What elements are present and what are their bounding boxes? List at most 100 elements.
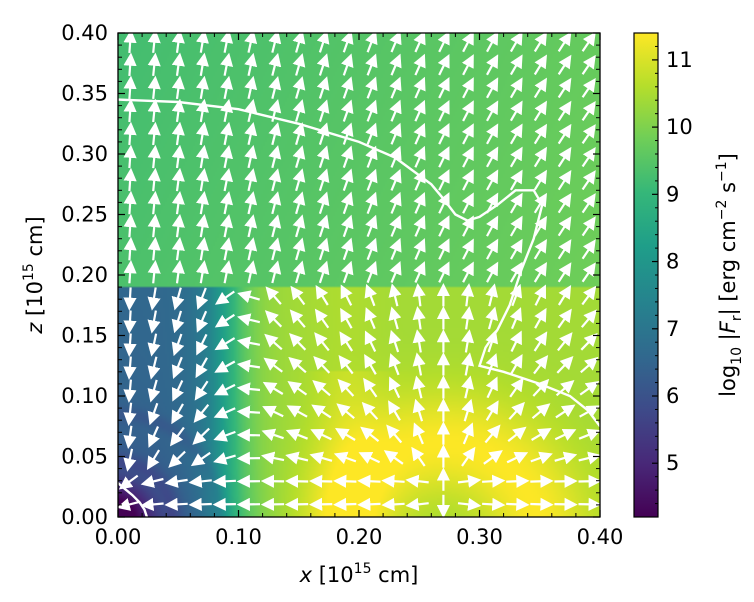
flux-arrow (195, 144, 209, 169)
colorbar-tick-label: 9 (666, 182, 679, 206)
flux-arrow (388, 353, 402, 376)
x-tick-label: 0.20 (336, 525, 383, 549)
flux-arrow (123, 98, 137, 123)
flux-arrow (508, 401, 525, 420)
flux-arrow (533, 192, 547, 214)
flux-arrow (437, 123, 450, 145)
x-tick-label: 0.40 (577, 525, 624, 549)
flux-arrow (461, 77, 474, 99)
flux-arrow (509, 377, 524, 398)
flux-arrow (389, 261, 402, 284)
flux-arrow (285, 451, 309, 465)
flux-arrow (437, 238, 450, 260)
flux-arrow (147, 426, 160, 448)
flux-arrow (123, 425, 137, 449)
flux-arrow (581, 216, 596, 237)
flux-arrow (265, 286, 282, 305)
flux-arrow (483, 450, 503, 465)
flux-arrow (268, 214, 282, 238)
flux-arrow (311, 404, 332, 419)
flux-arrow (316, 191, 330, 215)
flux-arrow (164, 497, 188, 511)
flux-arrow (289, 333, 307, 351)
flux-arrow (533, 123, 547, 145)
flux-arrow (581, 33, 596, 52)
flux-arrow (290, 285, 306, 306)
flux-arrow (389, 122, 402, 145)
flux-arrow (340, 260, 354, 284)
flux-arrow (365, 237, 378, 261)
flux-arrow (557, 54, 572, 75)
flux-arrow (214, 313, 235, 328)
flux-arrow (581, 170, 596, 191)
flux-arrow (413, 122, 426, 145)
flux-arrow (485, 353, 498, 376)
flux-arrow (333, 474, 357, 488)
flux-arrow (213, 383, 236, 396)
flux-arrow (118, 474, 139, 490)
flux-arrow (333, 451, 357, 465)
flux-arrow (214, 337, 236, 351)
flux-arrow (509, 77, 523, 99)
flux-arrow (484, 424, 501, 444)
flux-arrow (193, 404, 210, 423)
y-tick-label: 0.25 (61, 203, 108, 227)
flux-arrow (531, 428, 552, 441)
flux-arrow (171, 356, 185, 379)
flux-arrow (147, 356, 161, 380)
flux-arrow (389, 168, 402, 191)
flux-arrow (533, 169, 547, 191)
flux-arrow (123, 260, 137, 284)
flux-arrow (506, 497, 530, 511)
flux-arrow (557, 285, 572, 306)
flux-arrow (314, 332, 330, 352)
flux-arrow (292, 99, 306, 122)
flux-arrow (214, 290, 235, 305)
flux-arrow (533, 77, 547, 99)
flux-arrow (340, 307, 353, 329)
flux-arrow (316, 99, 330, 122)
flux-arrow (412, 283, 426, 307)
flux-arrow (286, 405, 308, 418)
flux-arrow (581, 147, 596, 168)
flux-arrow (485, 376, 498, 399)
flux-arrow (534, 284, 546, 306)
flux-arrow (534, 307, 547, 329)
flux-arrow (171, 213, 185, 238)
flux-arrow (292, 53, 306, 76)
flux-arrow (554, 451, 578, 465)
flux-arrow (340, 145, 354, 168)
flux-arrow (486, 54, 499, 76)
flux-arrow (507, 426, 527, 442)
colorbar-tick-label: 6 (666, 384, 679, 408)
flux-arrow (365, 122, 378, 145)
flux-arrow (147, 236, 161, 261)
y-tick-label: 0.00 (61, 505, 108, 529)
flux-arrow (482, 497, 506, 511)
flux-arrow (194, 380, 209, 401)
flux-arrow (244, 214, 258, 238)
flux-arrow (533, 215, 547, 237)
flux-heatmap (118, 33, 600, 517)
flux-arrow (171, 167, 185, 192)
flux-arrow (147, 333, 161, 357)
flux-arrow (533, 146, 547, 168)
flux-arrow (509, 307, 523, 330)
flux-arrow (557, 77, 572, 99)
flux-arrow (485, 400, 499, 421)
flux-arrow (533, 238, 547, 260)
flux-arrow (171, 98, 185, 123)
flux-arrow (437, 146, 450, 168)
flux-arrow (509, 146, 523, 168)
flux-arrow (140, 475, 164, 488)
flux-arrow (579, 381, 600, 396)
flux-arrow (557, 239, 572, 260)
flux-arrow (292, 214, 306, 238)
flux-arrow (171, 144, 185, 169)
flux-arrow (147, 190, 161, 215)
flux-arrow (554, 428, 577, 441)
flux-arrow (486, 123, 499, 145)
flux-arrow (195, 121, 209, 146)
flux-arrow (316, 145, 330, 169)
